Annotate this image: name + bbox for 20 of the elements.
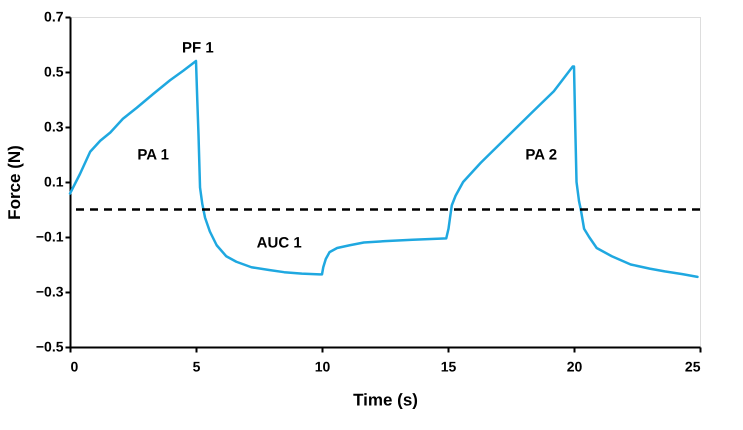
- y-tick-label: −0.1: [36, 228, 64, 244]
- x-tick-label: 15: [440, 358, 456, 374]
- x-tick-label: 0: [70, 358, 78, 374]
- annotation: PA 1: [137, 146, 170, 164]
- x-tick-label: 25: [684, 358, 701, 374]
- annotation: PF 1: [182, 39, 214, 56]
- y-tick-label: −0.5: [36, 338, 64, 354]
- line-series: [68, 60, 699, 278]
- y-axis-title: Force (N): [4, 145, 24, 220]
- y-tick-label: 0.5: [44, 64, 64, 80]
- annotation: AUC 1: [256, 234, 302, 252]
- annotation: PA 2: [525, 146, 558, 164]
- y-tick-label: 0.7: [44, 8, 64, 24]
- y-tick-label: 0.1: [44, 174, 64, 190]
- x-axis-title: Time (s): [353, 390, 418, 410]
- y-tick-label: 0.3: [44, 118, 64, 134]
- x-tick-label: 5: [192, 358, 201, 374]
- x-tick-label: 20: [566, 358, 582, 374]
- x-tick-label: 10: [314, 358, 330, 374]
- y-tick-label: −0.3: [36, 284, 64, 300]
